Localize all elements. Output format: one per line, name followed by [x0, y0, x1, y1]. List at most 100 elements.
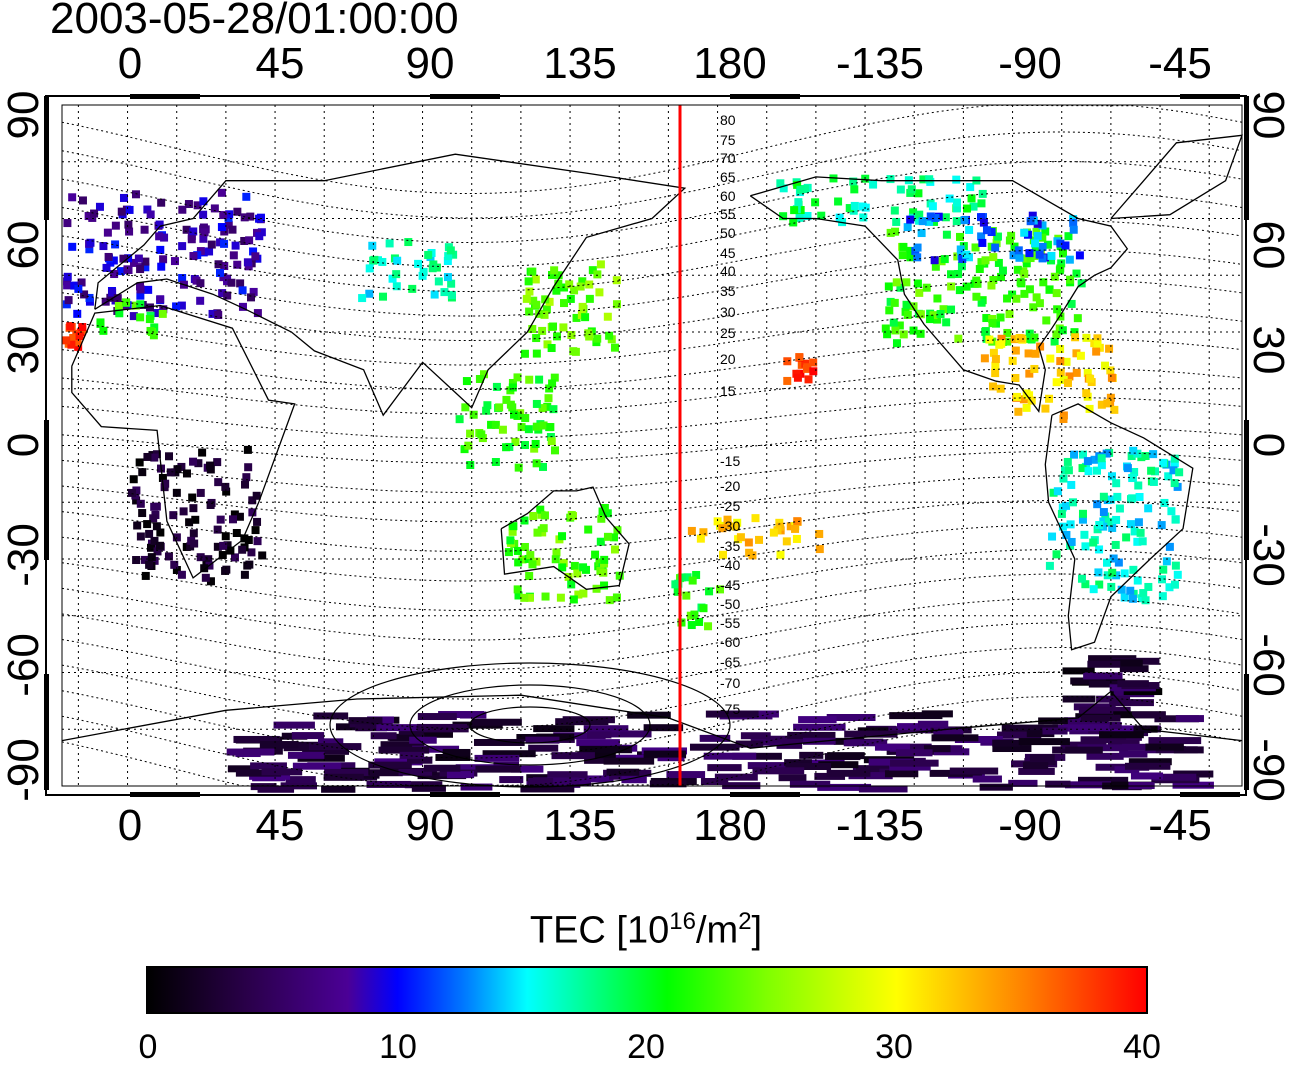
tec-point	[809, 367, 818, 376]
tec-point	[957, 262, 966, 271]
tec-point	[1056, 357, 1065, 366]
tec-point	[324, 768, 369, 776]
tec-point	[251, 252, 260, 261]
tec-point	[1165, 542, 1174, 551]
tec-point	[548, 270, 557, 279]
tec-point	[188, 493, 197, 502]
tec-point	[834, 197, 843, 206]
tec-point	[795, 213, 804, 222]
tec-point	[985, 335, 994, 344]
tec-point	[231, 241, 240, 250]
tec-point	[156, 245, 165, 254]
tec-point	[186, 542, 195, 551]
tec-point	[1158, 575, 1167, 584]
tec-point	[1115, 504, 1124, 513]
tec-point	[1007, 231, 1016, 240]
tec-point	[318, 738, 344, 746]
tec-point	[931, 213, 940, 222]
tec-point	[690, 610, 699, 619]
tec-point	[982, 226, 991, 235]
tec-point	[747, 762, 801, 770]
tec-point	[247, 548, 256, 557]
tec-point	[987, 228, 996, 237]
tec-point	[528, 324, 537, 333]
tec-point	[907, 185, 916, 194]
tec-point	[1015, 253, 1024, 262]
tec-point	[132, 486, 141, 495]
tec-point	[1097, 461, 1106, 470]
tec-point	[466, 429, 475, 438]
map-grid	[44, 94, 1249, 797]
tec-point	[404, 238, 413, 247]
tec-point	[111, 240, 120, 249]
tec-point	[1107, 740, 1140, 748]
tec-point	[1013, 265, 1022, 274]
tec-point	[1031, 349, 1040, 358]
tec-point	[696, 534, 705, 543]
tec-point	[997, 334, 1006, 343]
tec-point	[1005, 310, 1014, 319]
tec-point	[127, 488, 136, 497]
tec-point	[522, 294, 531, 303]
tec-point	[370, 255, 379, 264]
magnetic-contour	[61, 249, 1243, 317]
tec-point	[1052, 289, 1061, 298]
tec-point	[524, 425, 533, 434]
tec-point	[783, 376, 792, 385]
tec-point	[902, 278, 911, 287]
tec-point	[939, 305, 948, 314]
tec-point	[869, 180, 878, 189]
tec-point	[77, 278, 86, 287]
axis-tick-label: -60	[1244, 633, 1292, 697]
tec-point	[817, 211, 826, 220]
tec-point	[531, 275, 540, 284]
tec-point	[261, 768, 303, 776]
tec-point	[931, 734, 979, 742]
magnetic-contour	[61, 451, 1243, 493]
tec-point	[610, 343, 619, 352]
axis-tick-label: -90	[998, 801, 1062, 850]
tec-point	[925, 315, 934, 324]
tec-point	[547, 437, 556, 446]
tec-point	[891, 227, 900, 236]
tec-point	[1056, 239, 1065, 248]
tec-point	[378, 257, 387, 266]
tec-point	[78, 196, 87, 205]
tec-point	[699, 734, 731, 742]
tec-point	[250, 762, 287, 770]
tec-point	[1122, 743, 1154, 751]
tec-point	[1106, 366, 1115, 375]
tec-point	[538, 528, 547, 537]
tec-point	[1124, 762, 1171, 770]
tec-point	[108, 288, 117, 297]
tec-point	[1045, 780, 1071, 788]
tec-point	[538, 326, 547, 335]
tec-point	[571, 347, 580, 356]
tec-point	[1011, 374, 1020, 383]
tec-point	[419, 267, 428, 276]
tec-point	[1052, 550, 1061, 559]
tec-point	[1092, 466, 1101, 475]
tec-point	[811, 198, 820, 207]
tec-point	[1090, 455, 1099, 464]
tec-point	[379, 292, 388, 301]
tec-point	[952, 217, 961, 226]
axis-tick-label: -135	[835, 801, 925, 850]
tec-point	[835, 213, 844, 222]
tec-point	[826, 713, 876, 721]
tec-point	[191, 515, 200, 524]
tec-point	[242, 473, 251, 482]
axis-tick-label: 0	[117, 39, 143, 88]
tec-point	[1032, 293, 1041, 302]
tec-point	[539, 524, 548, 533]
tec-point	[892, 339, 901, 348]
tec-point	[584, 329, 593, 338]
tec-point	[474, 754, 520, 762]
coastline	[1110, 134, 1243, 220]
tec-point	[1107, 373, 1116, 382]
tec-point	[795, 353, 804, 362]
tec-point	[123, 265, 132, 274]
contour-labels: 80 75 70 65 60 55 50 45 40 35 30 25 20 15 -15 -20 -25 -30…	[720, 112, 740, 717]
tec-point	[606, 768, 640, 776]
tec-point	[541, 592, 550, 601]
